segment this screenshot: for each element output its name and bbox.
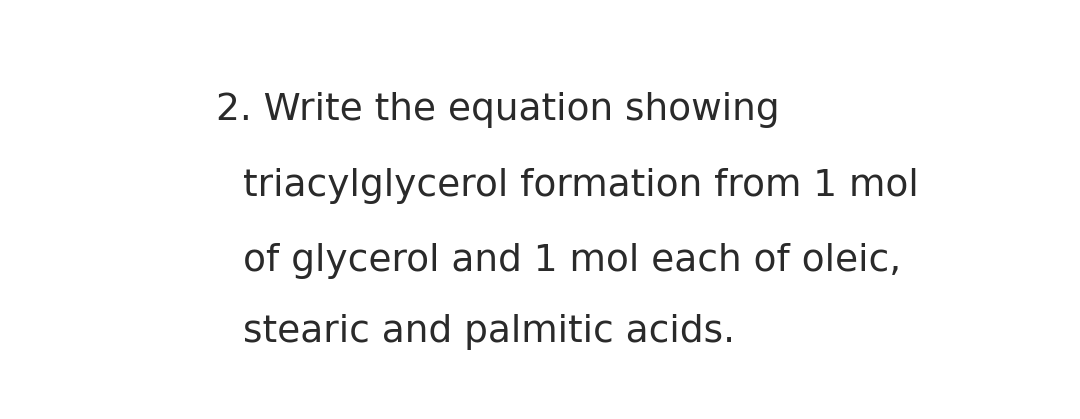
Text: of glycerol and 1 mol each of oleic,: of glycerol and 1 mol each of oleic,	[243, 243, 901, 279]
Text: triacylglycerol formation from 1 mol: triacylglycerol formation from 1 mol	[243, 168, 919, 204]
Text: stearic and palmitic acids.: stearic and palmitic acids.	[243, 314, 735, 350]
Text: 2. Write the equation showing: 2. Write the equation showing	[216, 92, 780, 128]
